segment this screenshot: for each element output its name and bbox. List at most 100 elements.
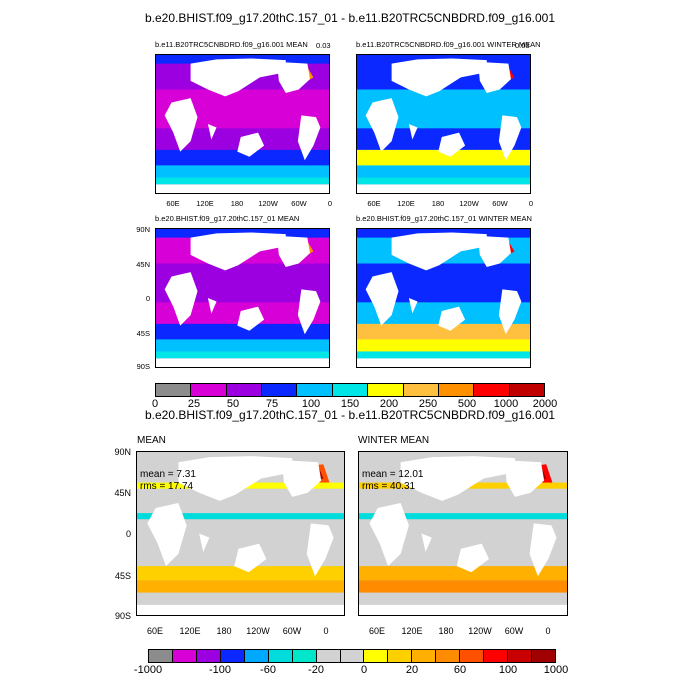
colorbar-bottom-label: 0 [360,664,368,676]
land-shape [357,358,530,367]
lon-tick-label: 120E [401,626,423,636]
land-shape [234,543,267,573]
lat-tick-label: 0 [125,529,131,539]
colorbar-cell [438,384,475,396]
land-shape [408,298,418,314]
field-southern-band [137,580,344,593]
panel1-map [155,54,330,194]
land-shape [297,115,321,161]
colorbar-cell [509,384,544,396]
colorbar-top-label: 25 [187,398,201,410]
lon-tick-label: 60E [146,626,164,636]
colorbar-cell [226,384,263,396]
land-shape [164,98,198,152]
lon-tick-label: 60W [504,626,524,636]
lat-tick-label: 45N [136,260,150,269]
colorbar-cell [268,650,293,662]
field-southern-band [357,149,530,168]
land-shape [438,306,466,331]
land-shape [438,132,466,157]
land-shape [478,61,511,93]
land-shape [190,58,286,97]
map-field [359,452,567,615]
colorbar-cell [316,650,341,662]
land-shape [137,604,344,615]
lon-tick-label: 60E [166,199,180,208]
panel3-title: b.e20.BHIST.f09_g17.20thC.157_01 MEAN [155,214,300,223]
colorbar-top-label: 150 [340,398,360,410]
colorbar-cell [388,650,413,662]
map-field [156,229,329,367]
lat-tick-label: 45S [136,329,150,338]
land-shape [190,232,286,271]
colorbar-bottom-label: -20 [308,664,324,676]
map-field [357,229,530,367]
field-southern-band [359,566,567,581]
colorbar-top-label: 100 [301,398,321,410]
map-field [156,55,329,193]
panel4-title: b.e20.BHIST.f09_g17.20thC.157_01 WINTER … [356,214,532,223]
lat-tick-label: 45N [114,488,131,498]
land-shape [147,502,187,567]
panel5-title: MEAN [137,435,166,446]
land-shape [365,272,399,326]
lon-tick-label: 180 [230,199,244,208]
colorbar-top-label: 2000 [532,398,558,410]
colorbar-cell [220,650,245,662]
land-shape [178,456,293,501]
land-shape [199,533,210,552]
field-southern-band [156,323,329,342]
colorbar-bottom-label: 100 [498,664,518,676]
colorbar-bottom-label: -1000 [133,664,163,676]
field-southern-band [357,339,530,352]
panel5-map [136,451,345,616]
field-southern-band [359,580,567,593]
field-southern-band [156,351,329,359]
map-field [137,452,344,615]
lon-tick-label: 60W [291,199,307,208]
field-southern-band [156,339,329,352]
field-equator [137,513,344,520]
colorbar-top-label: 75 [265,398,279,410]
field-southern-band [357,177,530,185]
land-shape [207,298,217,314]
land-shape [277,61,310,93]
lon-tick-label: 0 [528,199,534,208]
lon-tick-label: 60E [368,626,386,636]
colorbar-cell [474,384,510,396]
field-southern-band [156,177,329,185]
colorbar-bottom [148,649,556,663]
colorbar-top-label: 0 [151,398,159,410]
colorbar-cell [436,650,461,662]
colorbar-cell [340,650,365,662]
field-southern-band [357,165,530,178]
colorbar-bottom-label: -100 [208,664,232,676]
colorbar-cell [149,650,173,662]
lon-tick-label: 0 [327,199,333,208]
land-shape [357,184,530,193]
colorbar-cell [191,384,227,396]
colorbar-bottom-label: -60 [260,664,276,676]
land-shape [164,272,198,326]
colorbar-cell [532,650,555,662]
panel2-title: b.e11.B20TRC5CNBDRD.f09_g16.001 WINTER M… [356,40,541,49]
land-shape [421,533,432,552]
field-southern-band [137,566,344,581]
panel1-title: b.e11.B20TRC5CNBDRD.f09_g16.001 MEAN [155,40,308,49]
lon-tick-label: 60W [282,626,302,636]
lon-tick-label: 120E [196,199,214,208]
colorbar-cell [244,650,269,662]
land-shape [504,460,545,497]
lat-tick-label: 45S [114,571,131,581]
lat-tick-label: 90S [114,611,131,621]
map-field [357,55,530,193]
field-southern-band [156,149,329,168]
lat-tick-label: 0 [145,294,150,303]
colorbar-top-label: 500 [457,398,477,410]
land-shape [408,124,418,140]
panel4-map [356,228,531,368]
land-shape [306,523,334,577]
land-shape [156,358,329,367]
colorbar-cell [364,650,389,662]
panel5-mean: mean = 7.31 [140,469,196,480]
